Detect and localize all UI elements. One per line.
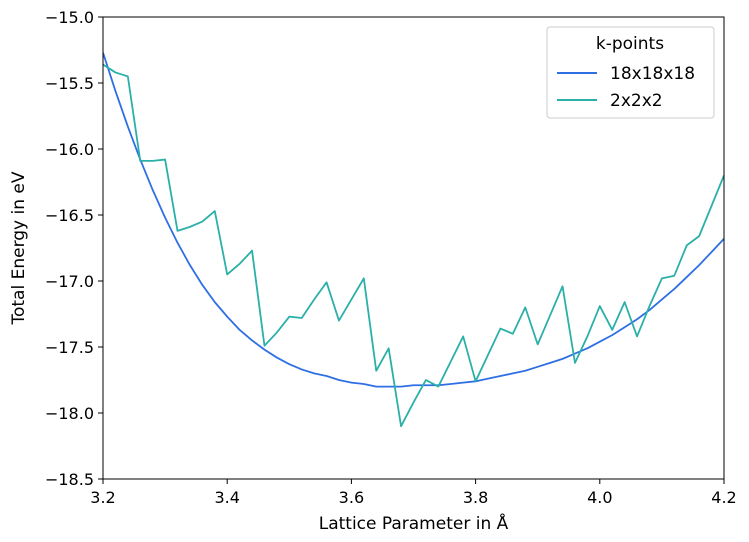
series-line-18x18x18: [103, 52, 724, 388]
x-tick-label: 4.2: [711, 488, 736, 507]
legend: k-points 18x18x18 2x2x2: [546, 26, 715, 119]
plot-area: [103, 52, 724, 428]
x-axis-label: Lattice Parameter in Å: [319, 512, 509, 534]
y-tick-label: −15.5: [45, 74, 94, 93]
legend-title: k-points: [596, 34, 664, 54]
axes: 3.2 3.4 3.6 3.8 4.0 4.2 −18.5 −18.0 −17.5 −17.0 −1…: [45, 8, 737, 507]
y-tick-label: −18.0: [45, 404, 94, 423]
x-tick-label: 3.2: [90, 488, 115, 507]
x-tick-label: 3.8: [463, 488, 488, 507]
legend-label: 2x2x2: [610, 91, 663, 111]
y-tick-label: −16.0: [45, 140, 94, 159]
y-axis-label: Total Energy in eV: [9, 171, 29, 325]
y-tick-label: −16.5: [45, 206, 94, 225]
legend-items: 18x18x18 2x2x2: [557, 64, 695, 111]
series-line-2x2x2: [103, 63, 724, 428]
legend-label: 18x18x18: [610, 64, 695, 84]
y-tick-label: −15.0: [45, 8, 94, 27]
x-tick-label: 3.4: [214, 488, 239, 507]
x-tick-label: 3.6: [339, 488, 364, 507]
legend-box: [546, 26, 715, 119]
y-tick-label: −17.0: [45, 272, 94, 291]
y-tick-label: −18.5: [45, 470, 94, 489]
axes-frame: [102, 16, 725, 480]
x-tick-label: 4.0: [587, 488, 612, 507]
y-tick-label: −17.5: [45, 338, 94, 357]
